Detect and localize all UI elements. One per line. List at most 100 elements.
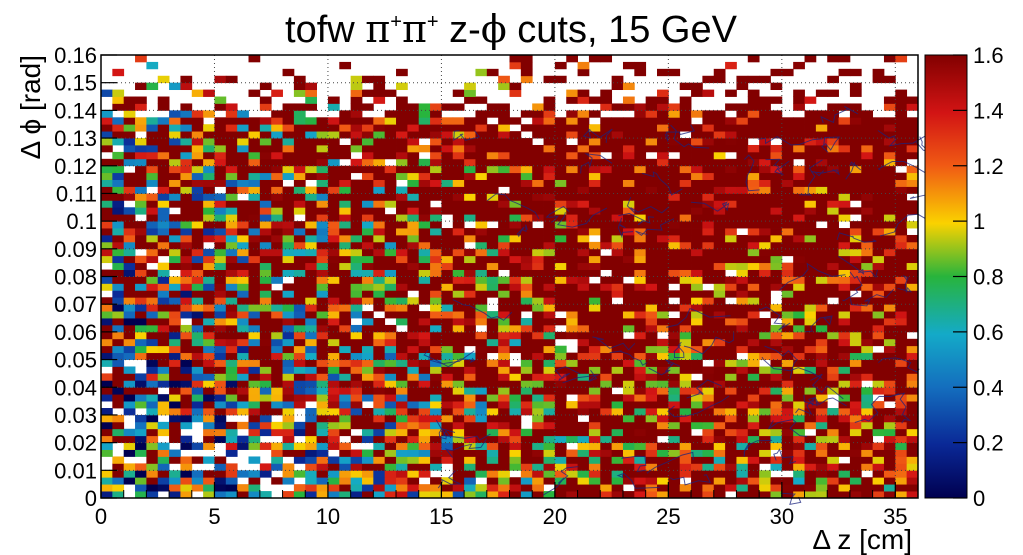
heatmap-cell bbox=[396, 117, 408, 125]
heatmap-cell bbox=[498, 449, 510, 457]
heatmap-cell bbox=[452, 103, 465, 111]
heatmap-cell bbox=[736, 186, 749, 194]
heatmap-cell bbox=[248, 456, 261, 464]
heatmap-cell bbox=[725, 221, 737, 229]
heatmap-cell bbox=[520, 318, 533, 326]
heatmap-cell bbox=[713, 151, 726, 160]
heatmap-cell bbox=[123, 283, 136, 291]
contour-line bbox=[646, 451, 694, 474]
heatmap-cell bbox=[271, 172, 283, 180]
heatmap-cell bbox=[827, 228, 839, 236]
heatmap-cell bbox=[906, 491, 919, 499]
heatmap-cell bbox=[872, 262, 885, 270]
heatmap-cell bbox=[112, 124, 125, 132]
heatmap-cell bbox=[827, 158, 839, 167]
heatmap-cell bbox=[611, 82, 624, 91]
heatmap-cell bbox=[135, 463, 147, 471]
heatmap-cell bbox=[634, 318, 647, 326]
heatmap-cell bbox=[691, 394, 703, 402]
heatmap-cell bbox=[293, 131, 306, 139]
heatmap-cell bbox=[498, 401, 510, 409]
heatmap-cell bbox=[361, 435, 374, 444]
heatmap-cell bbox=[486, 228, 499, 236]
heatmap-cell bbox=[237, 380, 249, 388]
heatmap-cell bbox=[441, 131, 454, 139]
heatmap-cell bbox=[543, 387, 556, 395]
heatmap-cell bbox=[509, 304, 522, 312]
heatmap-cell bbox=[861, 477, 874, 485]
heatmap-cell bbox=[566, 131, 578, 139]
heatmap-cell bbox=[361, 387, 374, 395]
heatmap-cell bbox=[895, 234, 908, 243]
heatmap-cell bbox=[305, 338, 317, 347]
heatmap-cell bbox=[577, 96, 590, 104]
heatmap-cell bbox=[271, 89, 283, 97]
heatmap-cell bbox=[248, 193, 261, 201]
heatmap-cell bbox=[781, 380, 794, 388]
heatmap-cell bbox=[838, 262, 851, 270]
heatmap-cell bbox=[418, 241, 431, 250]
heatmap-cell bbox=[691, 241, 703, 250]
heatmap-cell bbox=[883, 172, 896, 180]
heatmap-cell bbox=[747, 214, 760, 222]
heatmap-cell bbox=[657, 394, 669, 402]
heatmap-cell bbox=[691, 318, 703, 326]
heatmap-cell bbox=[872, 318, 885, 326]
heatmap-cell bbox=[634, 179, 647, 187]
heatmap-cell bbox=[759, 297, 771, 305]
heatmap-cell bbox=[713, 165, 726, 174]
heatmap-cell bbox=[713, 359, 726, 367]
heatmap-cell bbox=[645, 449, 658, 457]
heatmap-cell bbox=[248, 248, 261, 257]
heatmap-cell bbox=[668, 207, 681, 215]
heatmap-cell bbox=[305, 221, 317, 229]
heatmap-cell bbox=[520, 75, 533, 84]
heatmap-cell bbox=[622, 179, 635, 187]
heatmap-cell bbox=[123, 131, 136, 139]
heatmap-cell bbox=[509, 179, 522, 187]
heatmap-cell bbox=[736, 144, 749, 153]
heatmap-cell bbox=[327, 387, 340, 395]
heatmap-cell bbox=[634, 311, 647, 319]
heatmap-cell bbox=[407, 318, 420, 326]
heatmap-cell bbox=[793, 477, 805, 485]
heatmap-cell bbox=[214, 117, 227, 125]
heatmap-cell bbox=[577, 380, 590, 388]
heatmap-cell bbox=[883, 373, 896, 381]
heatmap-cell bbox=[293, 318, 306, 326]
heatmap-cell bbox=[543, 283, 556, 291]
heatmap-cell bbox=[316, 380, 329, 388]
heatmap-cell bbox=[248, 435, 261, 444]
heatmap-cell bbox=[577, 290, 590, 298]
heatmap-cell bbox=[452, 345, 465, 354]
heatmap-cell bbox=[123, 394, 136, 402]
heatmap-cell bbox=[203, 221, 215, 229]
heatmap-cell bbox=[713, 124, 726, 132]
heatmap-cell bbox=[622, 255, 635, 264]
heatmap-cell bbox=[838, 345, 851, 354]
heatmap-cell bbox=[532, 311, 544, 319]
heatmap-cell bbox=[305, 103, 317, 111]
heatmap-cell bbox=[101, 214, 113, 222]
heatmap-cell bbox=[475, 221, 488, 229]
contour-line bbox=[837, 255, 878, 279]
heatmap-cell bbox=[464, 138, 476, 146]
heatmap-cell bbox=[566, 179, 578, 187]
heatmap-cell bbox=[464, 151, 476, 160]
heatmap-cell bbox=[668, 449, 681, 457]
heatmap-cell bbox=[611, 151, 624, 160]
heatmap-cell bbox=[554, 214, 567, 222]
heatmap-cell bbox=[225, 241, 238, 250]
heatmap-cell bbox=[509, 228, 522, 236]
heatmap-cell bbox=[532, 151, 544, 160]
z-tick-label: 1 bbox=[973, 209, 985, 234]
heatmap-cell bbox=[418, 179, 431, 187]
heatmap-cell bbox=[895, 324, 908, 333]
heatmap-cell bbox=[815, 193, 828, 201]
heatmap-cell bbox=[248, 172, 261, 180]
heatmap-cell bbox=[475, 262, 488, 270]
heatmap-cell bbox=[396, 221, 408, 229]
heatmap-cell bbox=[725, 380, 737, 388]
heatmap-cell bbox=[123, 151, 136, 160]
heatmap-cell bbox=[622, 491, 635, 499]
